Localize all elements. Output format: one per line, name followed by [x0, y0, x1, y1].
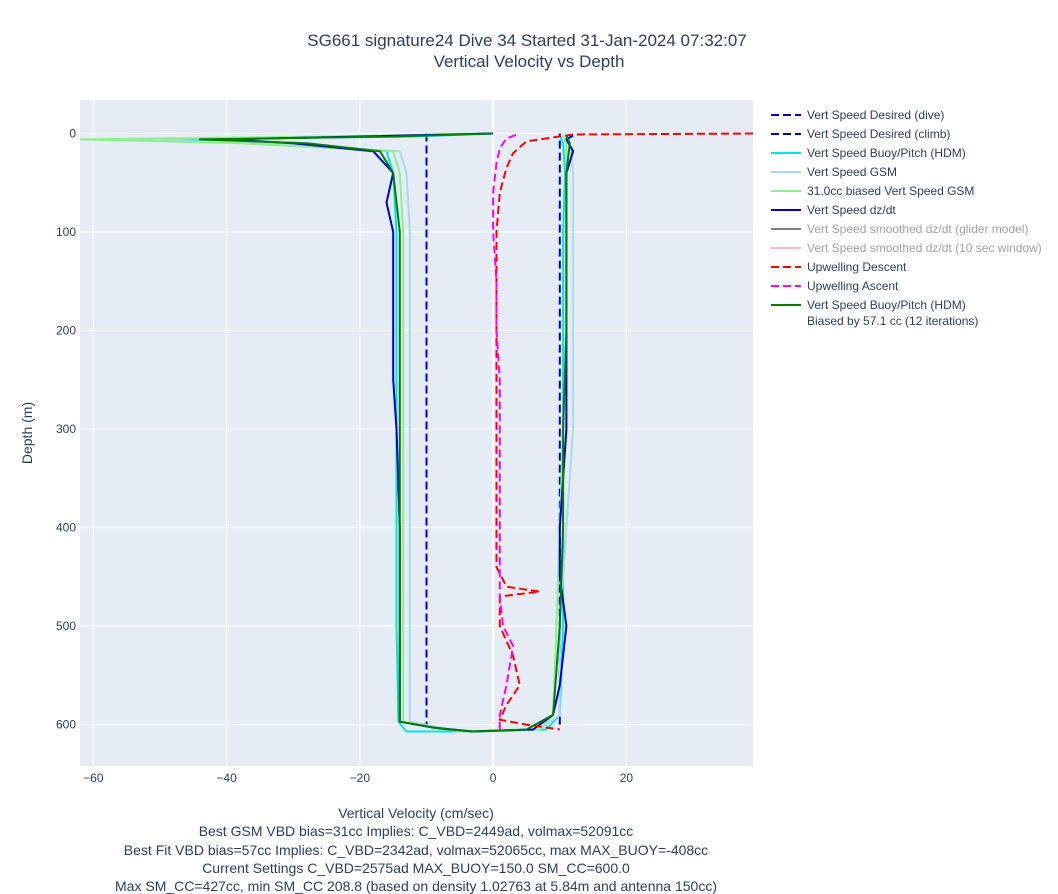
y-tick-label: 500 — [56, 619, 76, 633]
y-tick-label: 0 — [69, 126, 76, 140]
x-tick-label: −20 — [350, 771, 371, 785]
legend-item-1[interactable]: Vert Speed Desired (climb) — [771, 127, 950, 141]
legend-item-9[interactable]: Upwelling Ascent — [771, 279, 899, 293]
legend-label: Vert Speed GSM — [807, 165, 897, 179]
y-tick-label: 600 — [56, 718, 76, 732]
legend-item-4[interactable]: 31.0cc biased Vert Speed GSM — [771, 184, 974, 198]
x-axis-title: Vertical Velocity (cm/sec) — [338, 805, 494, 821]
legend: Vert Speed Desired (dive) Vert Speed Desi… — [771, 108, 1042, 328]
chart-title: SG661 signature24 Dive 34 Started 31-Jan… — [307, 31, 746, 50]
legend-label: Vert Speed Buoy/Pitch (HDM) — [807, 298, 966, 312]
x-tick-label: 20 — [620, 771, 634, 785]
legend-label: Vert Speed smoothed dz/dt (10 sec window… — [807, 241, 1042, 255]
y-tick-label: 200 — [56, 324, 76, 338]
legend-label: Vert Speed dz/dt — [807, 203, 896, 217]
legend-label-line2: Biased by 57.1 cc (12 iterations) — [807, 314, 978, 328]
x-tick-label: 0 — [490, 771, 497, 785]
legend-item-6[interactable]: Vert Speed smoothed dz/dt (glider model) — [771, 222, 1028, 236]
y-axis-title: Depth (m) — [19, 402, 35, 464]
legend-item-5[interactable]: Vert Speed dz/dt — [771, 203, 896, 217]
series-line-8[interactable] — [495, 132, 754, 731]
caption-line-2: Best Fit VBD bias=57cc Implies: C_VBD=23… — [124, 842, 708, 858]
grid — [80, 100, 753, 766]
x-tick-label: −40 — [216, 771, 237, 785]
legend-label: Vert Speed Buoy/Pitch (HDM) — [807, 146, 966, 160]
caption-line-3: Current Settings C_VBD=2575ad MAX_BUOY=1… — [202, 860, 630, 876]
legend-label: Vert Speed Desired (climb) — [807, 127, 950, 141]
chart-subtitle: Vertical Velocity vs Depth — [434, 52, 625, 71]
series-layer — [80, 132, 754, 733]
legend-label: Vert Speed Desired (dive) — [807, 108, 944, 122]
legend-label: Vert Speed smoothed dz/dt (glider model) — [807, 222, 1028, 236]
plot-area[interactable] — [80, 100, 753, 766]
y-tick-label: 300 — [56, 422, 76, 436]
caption-line-4: Max SM_CC=427cc, min SM_CC 208.8 (based … — [115, 878, 717, 894]
legend-item-10[interactable]: Vert Speed Buoy/Pitch (HDM) Biased by 57.… — [771, 298, 978, 328]
x-tick-label: −60 — [83, 771, 104, 785]
legend-label: 31.0cc biased Vert Speed GSM — [807, 184, 974, 198]
legend-item-2[interactable]: Vert Speed Buoy/Pitch (HDM) — [771, 146, 966, 160]
caption-line-1: Best GSM VBD bias=31cc Implies: C_VBD=24… — [199, 823, 634, 839]
legend-label: Upwelling Descent — [807, 260, 907, 274]
x-axis-ticks: −60 −40 −20 0 20 — [83, 771, 633, 785]
legend-label: Upwelling Ascent — [807, 279, 899, 293]
series-line-9[interactable] — [492, 132, 521, 730]
series-line-10[interactable] — [198, 132, 571, 733]
legend-item-8[interactable]: Upwelling Descent — [771, 260, 907, 274]
y-tick-label: 100 — [56, 225, 76, 239]
legend-item-3[interactable]: Vert Speed GSM — [771, 165, 897, 179]
legend-item-0[interactable]: Vert Speed Desired (dive) — [771, 108, 944, 122]
y-axis-ticks: 0 100 200 300 400 500 600 — [56, 126, 76, 731]
y-tick-label: 400 — [56, 521, 76, 535]
legend-item-7[interactable]: Vert Speed smoothed dz/dt (10 sec window… — [771, 241, 1042, 255]
